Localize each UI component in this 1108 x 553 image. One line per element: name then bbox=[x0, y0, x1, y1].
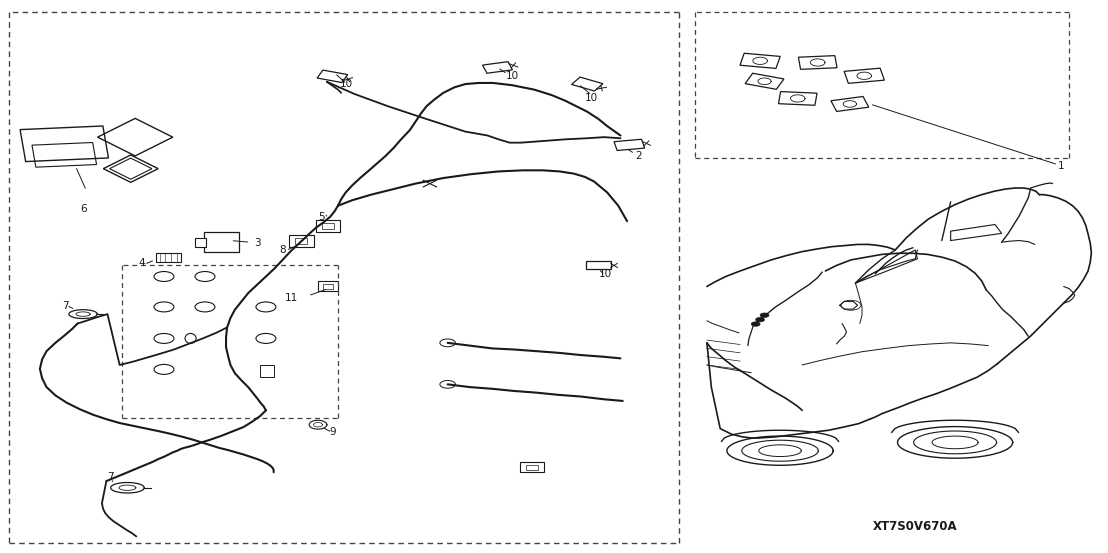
Polygon shape bbox=[586, 262, 611, 269]
Text: 4: 4 bbox=[138, 258, 145, 268]
Bar bbox=[289, 235, 314, 247]
Text: 10: 10 bbox=[340, 79, 353, 89]
Text: 7: 7 bbox=[107, 472, 114, 482]
Bar bbox=[195, 238, 206, 247]
Polygon shape bbox=[572, 77, 603, 91]
Bar bbox=[321, 222, 335, 229]
Bar bbox=[525, 465, 538, 470]
Circle shape bbox=[760, 313, 769, 317]
Circle shape bbox=[756, 317, 765, 322]
Bar bbox=[316, 220, 340, 232]
Polygon shape bbox=[745, 73, 784, 90]
Text: 10: 10 bbox=[505, 71, 519, 81]
Bar bbox=[260, 365, 274, 377]
Polygon shape bbox=[317, 70, 348, 82]
Bar bbox=[318, 281, 338, 291]
Circle shape bbox=[751, 322, 760, 326]
Bar bbox=[324, 284, 332, 289]
Text: 9: 9 bbox=[329, 427, 336, 437]
Bar bbox=[520, 462, 544, 472]
Text: 7: 7 bbox=[62, 301, 69, 311]
Polygon shape bbox=[483, 62, 512, 73]
Bar bbox=[296, 238, 308, 244]
Polygon shape bbox=[740, 53, 780, 69]
Polygon shape bbox=[614, 139, 645, 150]
Polygon shape bbox=[779, 92, 817, 105]
Polygon shape bbox=[844, 68, 884, 84]
Text: 11: 11 bbox=[285, 293, 298, 302]
Bar bbox=[204, 232, 239, 252]
Text: 1: 1 bbox=[1058, 161, 1065, 171]
Text: XT7S0V670A: XT7S0V670A bbox=[873, 520, 957, 533]
Circle shape bbox=[440, 339, 455, 347]
Text: 3: 3 bbox=[254, 238, 260, 248]
Text: 10: 10 bbox=[598, 269, 612, 279]
Circle shape bbox=[440, 380, 455, 388]
Text: 10: 10 bbox=[585, 93, 598, 103]
Polygon shape bbox=[799, 56, 837, 69]
Bar bbox=[156, 253, 181, 262]
Text: 2: 2 bbox=[635, 151, 642, 161]
Polygon shape bbox=[831, 96, 869, 112]
Text: 6: 6 bbox=[80, 204, 86, 214]
Text: 5: 5 bbox=[318, 212, 325, 222]
Text: 8: 8 bbox=[279, 245, 286, 255]
